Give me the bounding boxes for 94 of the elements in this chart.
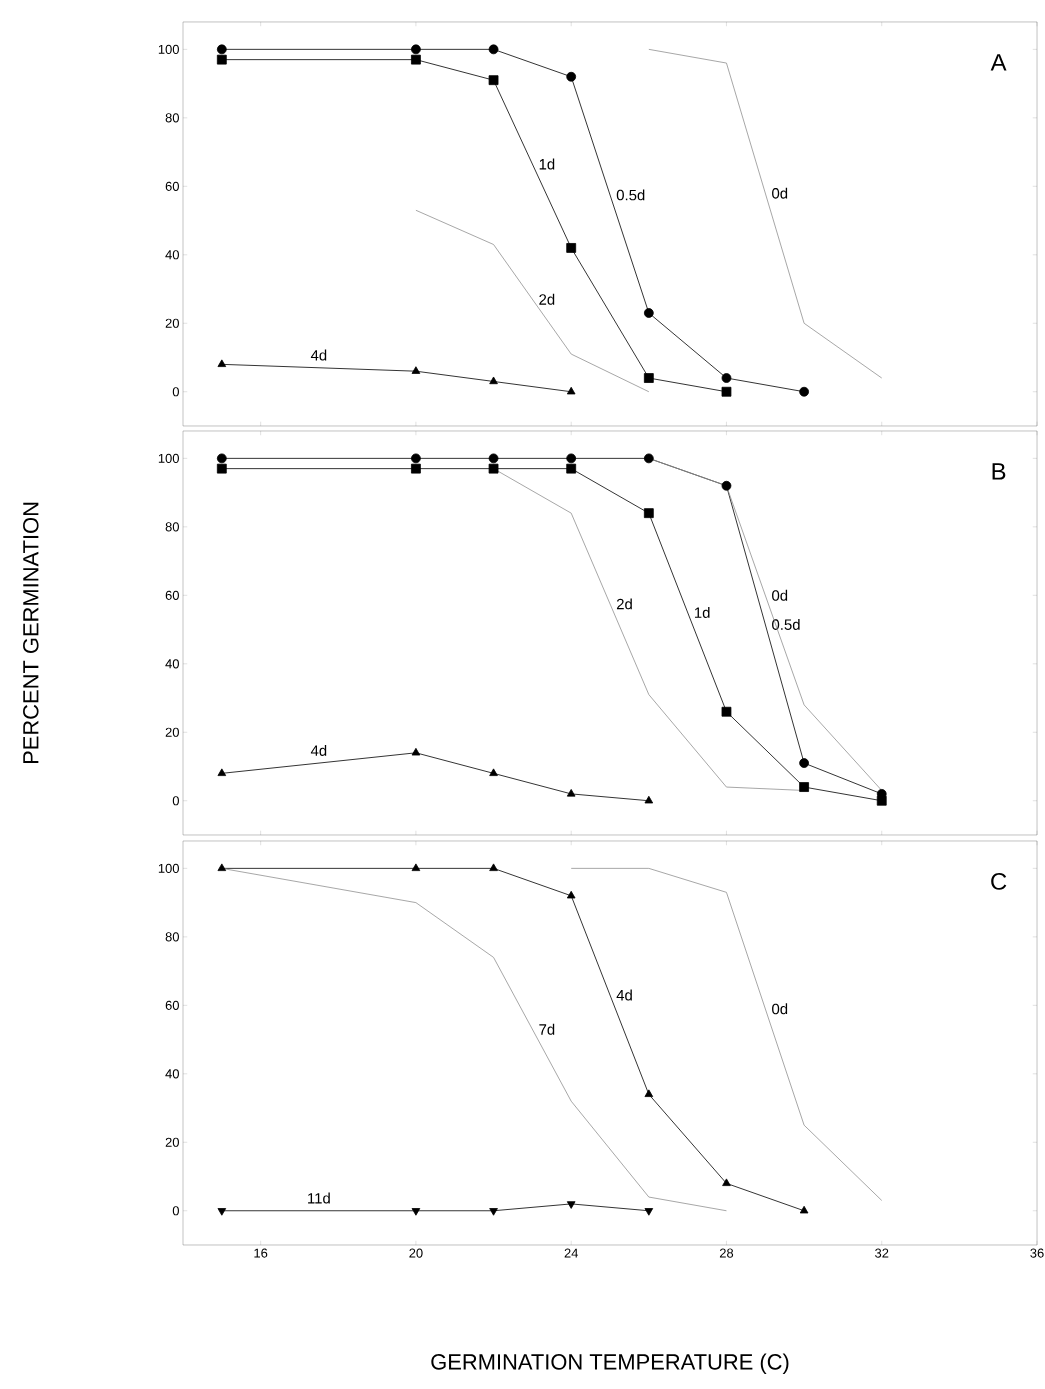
point xyxy=(644,1208,654,1216)
series-label: 4d xyxy=(310,744,327,756)
point xyxy=(488,75,499,86)
point xyxy=(411,1208,421,1216)
point xyxy=(644,1089,654,1097)
point xyxy=(216,54,227,65)
series-label: 4d xyxy=(616,989,632,1001)
point xyxy=(411,747,421,756)
y-tick-label: 20 xyxy=(165,727,179,737)
y-tick-label: 40 xyxy=(165,250,179,260)
y-tick-label: 80 xyxy=(165,932,179,942)
point xyxy=(217,768,227,776)
y-tick-label: 40 xyxy=(165,659,179,669)
y-tick-label: 20 xyxy=(165,1137,179,1147)
annotation: C xyxy=(991,872,1007,890)
point xyxy=(489,768,498,776)
point xyxy=(411,54,421,65)
point xyxy=(217,359,227,367)
point xyxy=(643,373,654,383)
series-label: 7d xyxy=(539,1023,555,1035)
series-label: 0d xyxy=(772,1003,788,1015)
y-tick-label: 100 xyxy=(158,453,179,463)
line-series xyxy=(648,48,883,379)
point xyxy=(566,71,577,82)
y-tick-label: 60 xyxy=(165,181,179,191)
point xyxy=(566,453,577,464)
point xyxy=(722,1178,731,1187)
y-tick-label: 60 xyxy=(165,590,179,600)
series-label: 0.5d xyxy=(772,618,800,630)
point xyxy=(799,782,809,792)
point xyxy=(566,463,577,474)
series-label: 0d xyxy=(772,187,788,199)
point xyxy=(721,480,732,491)
point xyxy=(643,453,654,464)
point xyxy=(489,863,498,872)
point xyxy=(643,508,654,519)
series-label: 4d xyxy=(310,349,327,361)
point xyxy=(566,1201,576,1209)
point xyxy=(721,706,732,717)
point xyxy=(566,243,577,253)
x-tick-label: 32 xyxy=(875,1248,889,1258)
point xyxy=(566,789,576,797)
y-tick-label: 60 xyxy=(165,1000,179,1010)
x-tick-label: 16 xyxy=(254,1248,268,1258)
line-series xyxy=(570,867,883,1201)
point xyxy=(489,376,498,385)
series-label: 11d xyxy=(308,1192,330,1204)
series-label: 1d xyxy=(539,158,555,170)
y-tick-label: 0 xyxy=(172,387,179,397)
series-label: 0.5d xyxy=(616,189,645,201)
series-label: 2d xyxy=(616,598,632,610)
point xyxy=(216,44,227,55)
annotation: A xyxy=(990,54,1007,71)
point xyxy=(644,795,654,804)
point xyxy=(488,44,499,55)
annotation: B xyxy=(992,463,1006,480)
y-tick-label: 100 xyxy=(158,863,179,873)
x-tick-label: 28 xyxy=(719,1248,734,1258)
y-tick-label: 80 xyxy=(165,113,179,123)
series-label: 1d xyxy=(694,606,710,618)
point xyxy=(488,463,499,474)
series-label: 2d xyxy=(539,293,555,305)
x-tick-label: 20 xyxy=(409,1248,423,1258)
point xyxy=(721,386,732,397)
y-tick-label: 0 xyxy=(172,796,179,806)
point xyxy=(217,1208,227,1216)
point xyxy=(566,890,576,899)
y-tick-label: 80 xyxy=(165,522,179,532)
point xyxy=(411,44,421,55)
series-label: 0d xyxy=(772,589,788,601)
point xyxy=(876,795,887,806)
line-series xyxy=(415,209,650,393)
point xyxy=(216,453,227,464)
point xyxy=(566,386,576,395)
point xyxy=(488,453,499,464)
y-axis-title: PERCENT GERMINATION xyxy=(23,502,39,764)
point xyxy=(411,366,421,374)
point xyxy=(411,463,421,474)
point xyxy=(411,863,421,872)
point xyxy=(217,863,227,872)
point xyxy=(216,463,227,474)
y-tick-label: 100 xyxy=(158,44,179,54)
y-tick-label: 40 xyxy=(165,1069,179,1079)
point xyxy=(799,758,809,768)
x-tick-label: 24 xyxy=(564,1248,579,1258)
point xyxy=(411,453,421,464)
point xyxy=(489,1208,498,1216)
y-tick-label: 20 xyxy=(165,318,179,328)
x-axis-title: GERMINATION TEMPERATURE (C) xyxy=(431,1353,789,1374)
point xyxy=(643,308,654,318)
x-tick-label: 36 xyxy=(1030,1248,1044,1258)
point xyxy=(799,386,809,397)
y-tick-label: 0 xyxy=(172,1206,179,1216)
point xyxy=(721,373,732,383)
